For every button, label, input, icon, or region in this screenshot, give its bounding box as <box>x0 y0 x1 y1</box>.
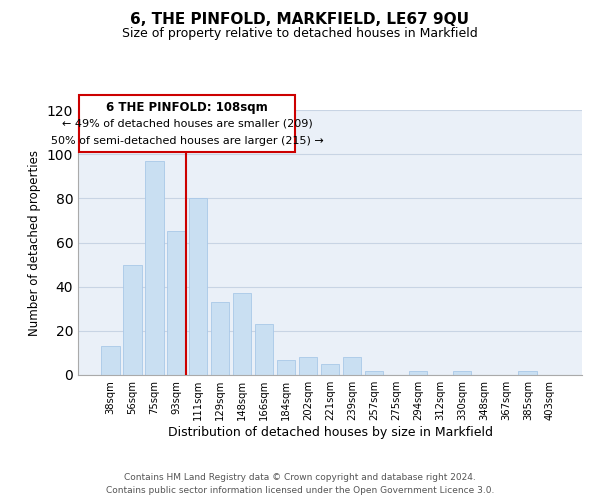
Bar <box>233 294 251 375</box>
Text: 6, THE PINFOLD, MARKFIELD, LE67 9QU: 6, THE PINFOLD, MARKFIELD, LE67 9QU <box>131 12 470 28</box>
Bar <box>320 364 340 375</box>
Bar <box>211 302 229 375</box>
Text: Size of property relative to detached houses in Markfield: Size of property relative to detached ho… <box>122 28 478 40</box>
Bar <box>255 324 274 375</box>
Bar <box>101 346 119 375</box>
Text: Contains public sector information licensed under the Open Government Licence 3.: Contains public sector information licen… <box>106 486 494 495</box>
Bar <box>409 370 427 375</box>
Text: Contains HM Land Registry data © Crown copyright and database right 2024.: Contains HM Land Registry data © Crown c… <box>124 474 476 482</box>
Bar <box>123 264 142 375</box>
Text: ← 49% of detached houses are smaller (209): ← 49% of detached houses are smaller (20… <box>62 118 313 128</box>
Bar <box>452 370 471 375</box>
Text: 50% of semi-detached houses are larger (215) →: 50% of semi-detached houses are larger (… <box>51 136 323 145</box>
Text: 6 THE PINFOLD: 108sqm: 6 THE PINFOLD: 108sqm <box>106 100 268 114</box>
Bar <box>277 360 295 375</box>
Bar <box>145 161 164 375</box>
Bar <box>167 232 185 375</box>
Bar <box>299 358 317 375</box>
Bar <box>365 370 383 375</box>
Bar <box>343 358 361 375</box>
X-axis label: Distribution of detached houses by size in Markfield: Distribution of detached houses by size … <box>167 426 493 439</box>
Y-axis label: Number of detached properties: Number of detached properties <box>28 150 41 336</box>
Bar <box>189 198 208 375</box>
Bar <box>518 370 537 375</box>
